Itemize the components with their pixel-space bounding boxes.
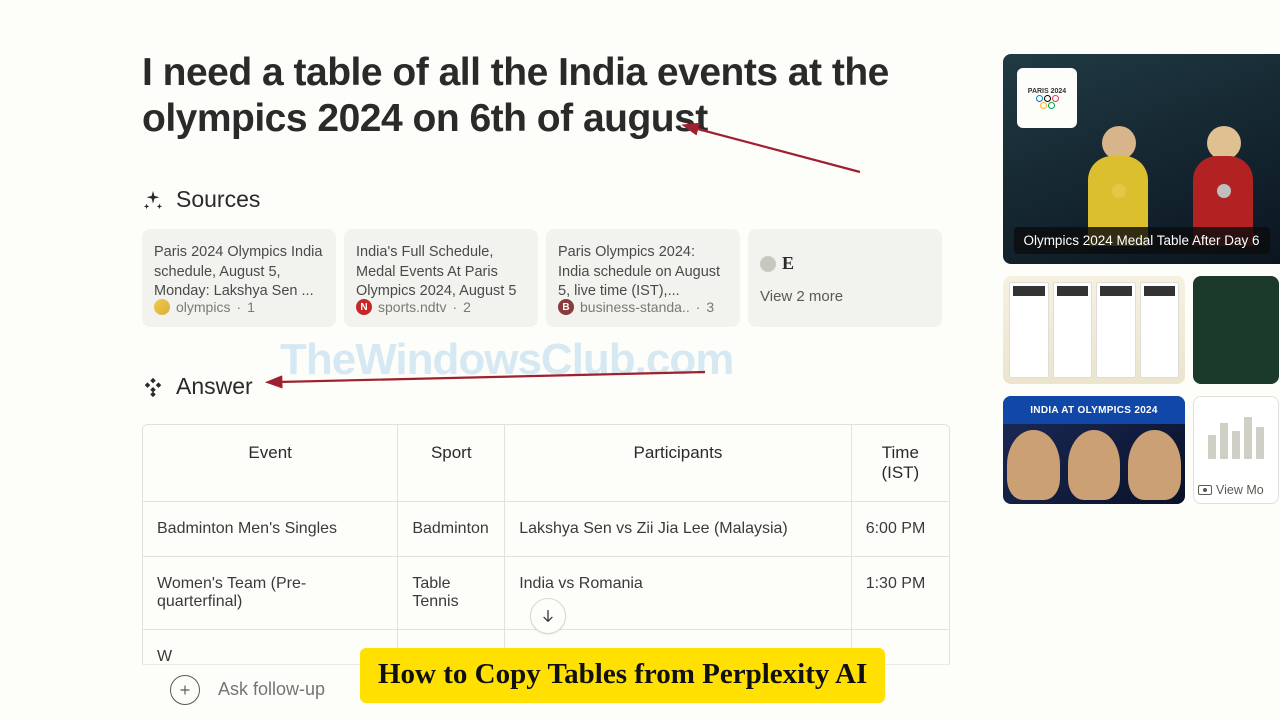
answer-header: Answer — [142, 373, 950, 400]
source-index: 3 — [706, 299, 714, 315]
boxer-band: INDIA AT OLYMPICS 2024 — [1003, 396, 1185, 424]
sources-label: Sources — [176, 186, 260, 213]
table-col-participants: Participants — [505, 425, 852, 502]
favicon-grey-icon — [760, 256, 776, 272]
table-col-event: Event — [143, 425, 398, 502]
perplexity-icon — [142, 376, 164, 398]
source-meta: olympics · 1 — [154, 299, 324, 315]
source-title: India's Full Schedule, Medal Events At P… — [356, 243, 526, 299]
scroll-down-button[interactable] — [530, 598, 566, 634]
hero-thumbnail[interactable]: PARIS 2024 Olympics 2024 Medal Table Aft… — [1003, 54, 1280, 264]
sources-header: Sources — [142, 186, 950, 213]
source-index: 1 — [247, 299, 255, 315]
source-site: business-standa.. — [580, 299, 690, 315]
cell-time: 6:00 PM — [852, 502, 949, 557]
image-icon — [1198, 485, 1212, 495]
source-card[interactable]: Paris Olympics 2024: India schedule on A… — [546, 229, 740, 327]
olympic-rings-icon — [1036, 95, 1059, 102]
paris2024-logo: PARIS 2024 — [1017, 68, 1077, 128]
answer-table: Event Sport Participants Time (IST) Badm… — [142, 424, 950, 686]
hero-caption: Olympics 2024 Medal Table After Day 6 — [1013, 227, 1269, 254]
source-card[interactable]: Paris 2024 Olympics India schedule, Augu… — [142, 229, 336, 327]
sources-more-card[interactable]: E View 2 more — [748, 229, 942, 327]
table-header-row: Event Sport Participants Time (IST) — [143, 425, 949, 502]
mini-chart-icon — [1202, 405, 1270, 465]
table-col-time: Time (IST) — [852, 425, 949, 502]
thumbnail-newspaper[interactable] — [1003, 276, 1185, 384]
thumbnail-india-olympics[interactable]: INDIA AT OLYMPICS 2024 — [1003, 396, 1185, 504]
tutorial-banner: How to Copy Tables from Perplexity AI — [360, 648, 885, 703]
source-site: olympics — [176, 299, 230, 315]
more-favicons: E — [760, 253, 930, 274]
cell-sport: Table Tennis — [398, 557, 505, 630]
table-col-sport: Sport — [398, 425, 505, 502]
cell-sport: Badminton — [398, 502, 505, 557]
cell-participants: Lakshya Sen vs Zii Jia Lee (Malaysia) — [505, 502, 852, 557]
answer-label: Answer — [176, 373, 253, 400]
source-site: sports.ndtv — [378, 299, 446, 315]
thumbnail-view-more[interactable]: View Mo — [1193, 396, 1279, 504]
cell-time: 1:30 PM — [852, 557, 949, 630]
source-card[interactable]: India's Full Schedule, Medal Events At P… — [344, 229, 538, 327]
favicon-olympics-icon — [154, 299, 170, 315]
view-more-label: View Mo — [1198, 483, 1278, 497]
source-title: Paris 2024 Olympics India schedule, Augu… — [154, 243, 324, 299]
favicon-ndtv-icon: N — [356, 299, 372, 315]
source-meta: B business-standa.. · 3 — [558, 299, 728, 315]
main-column: I need a table of all the India events a… — [142, 50, 950, 686]
table-row: Badminton Men's Singles Badminton Lakshy… — [143, 502, 949, 557]
sources-row: Paris 2024 Olympics India schedule, Augu… — [142, 229, 950, 327]
query-title: I need a table of all the India events a… — [142, 50, 950, 142]
plus-icon — [178, 683, 192, 697]
media-column: PARIS 2024 Olympics 2024 Medal Table Aft… — [1003, 54, 1280, 504]
source-meta: N sports.ndtv · 2 — [356, 299, 526, 315]
favicon-bs-icon: B — [558, 299, 574, 315]
source-index: 2 — [463, 299, 471, 315]
attach-button[interactable] — [170, 675, 200, 705]
cell-event: Badminton Men's Singles — [143, 502, 398, 557]
sparkle-icon — [142, 189, 164, 211]
sources-more-text: View 2 more — [760, 288, 930, 305]
source-title: Paris Olympics 2024: India schedule on A… — [558, 243, 728, 299]
arrow-down-icon — [540, 608, 556, 624]
serif-e-icon: E — [782, 253, 794, 274]
thumbnail-celebration[interactable] — [1193, 276, 1279, 384]
cell-event: Women's Team (Pre-quarterfinal) — [143, 557, 398, 630]
